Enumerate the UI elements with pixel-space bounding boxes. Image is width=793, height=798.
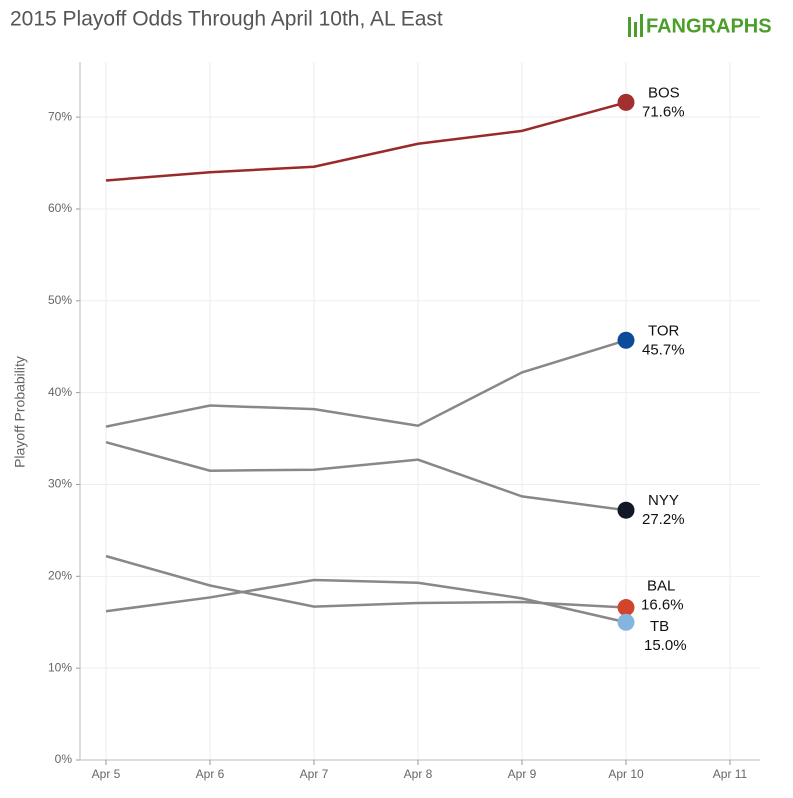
series-name: BOS bbox=[648, 84, 680, 101]
x-tick-label: Apr 8 bbox=[404, 767, 433, 781]
end-marker bbox=[617, 613, 635, 631]
series-line bbox=[105, 339, 627, 428]
series-name: NYY bbox=[648, 492, 679, 509]
y-tick-label: 20% bbox=[48, 568, 72, 582]
value-label: 45.7% bbox=[642, 341, 685, 358]
y-tick-label: 10% bbox=[48, 660, 72, 674]
series-line bbox=[105, 441, 627, 512]
value-label: 71.6% bbox=[642, 103, 685, 120]
logo-bar bbox=[640, 14, 643, 37]
value-label: 15.0% bbox=[644, 637, 687, 654]
series-line bbox=[105, 101, 627, 182]
x-tick-label: Apr 6 bbox=[196, 767, 225, 781]
logo-bar bbox=[628, 17, 631, 37]
logo-text: FANGRAPHS bbox=[646, 15, 772, 37]
end-marker bbox=[617, 331, 635, 349]
series-name: TB bbox=[650, 618, 669, 635]
end-marker bbox=[617, 599, 635, 617]
series-line bbox=[105, 578, 627, 624]
x-tick-label: Apr 7 bbox=[300, 767, 329, 781]
logo-bar bbox=[634, 22, 637, 37]
x-tick-label: Apr 10 bbox=[608, 767, 644, 781]
end-marker bbox=[617, 93, 635, 111]
x-tick-label: Apr 9 bbox=[508, 767, 537, 781]
y-tick-label: 60% bbox=[48, 201, 72, 215]
x-tick-label: Apr 5 bbox=[92, 767, 121, 781]
end-marker bbox=[617, 501, 635, 519]
y-tick-label: 50% bbox=[48, 293, 72, 307]
series-name: TOR bbox=[648, 322, 680, 339]
y-tick-label: 40% bbox=[48, 385, 72, 399]
chart-title: 2015 Playoff Odds Through April 10th, AL… bbox=[10, 8, 443, 31]
value-label: 27.2% bbox=[642, 511, 685, 528]
y-tick-label: 30% bbox=[48, 477, 72, 491]
series-name: BAL bbox=[647, 578, 675, 595]
logo: FANGRAPHS bbox=[628, 14, 772, 37]
value-label: 16.6% bbox=[641, 597, 684, 614]
x-tick-label: Apr 11 bbox=[713, 767, 748, 781]
y-tick-label: 0% bbox=[55, 752, 73, 766]
y-tick-label: 70% bbox=[48, 109, 72, 123]
y-axis-label: Playoff Probability bbox=[12, 356, 28, 468]
